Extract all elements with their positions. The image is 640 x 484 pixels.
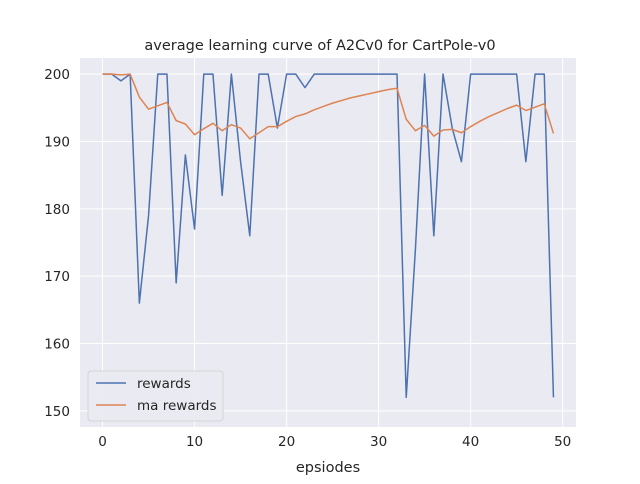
y-tick-label: 200 xyxy=(44,67,70,83)
chart-title: average learning curve of A2Cv0 for Cart… xyxy=(144,38,495,54)
legend-label-rewards: rewards xyxy=(137,376,191,392)
y-tick-label: 160 xyxy=(44,337,70,353)
x-tick-label: 10 xyxy=(186,434,203,450)
x-tick-label: 20 xyxy=(278,434,295,450)
legend-label-ma-rewards: ma rewards xyxy=(137,398,217,414)
grid-lines xyxy=(80,58,576,427)
x-axis-label: epsiodes xyxy=(296,460,360,476)
tick-labels: 0 10 20 30 40 50 150 160 170 180 190 200 xyxy=(44,67,571,450)
x-tick-label: 0 xyxy=(98,434,107,450)
y-tick-label: 150 xyxy=(44,404,70,420)
y-tick-label: 170 xyxy=(44,269,70,285)
legend: rewards ma rewards xyxy=(87,370,224,422)
x-tick-label: 30 xyxy=(370,434,387,450)
series-line-rewards xyxy=(102,73,555,399)
x-tick-label: 40 xyxy=(462,434,479,450)
series-line-ma-rewards xyxy=(102,73,555,140)
y-tick-label: 180 xyxy=(44,202,70,218)
plot-area xyxy=(80,58,576,427)
series-lines xyxy=(102,73,555,399)
y-tick-label: 190 xyxy=(44,134,70,150)
x-tick-label: 50 xyxy=(554,434,571,450)
